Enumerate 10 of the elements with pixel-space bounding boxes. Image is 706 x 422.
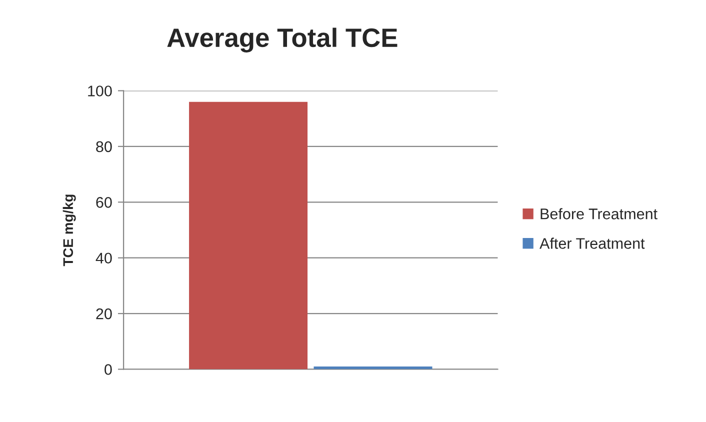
y-tick-label: 40 [96,252,112,264]
legend-label: After Treatment [540,238,645,249]
y-tick-label: 20 [96,308,112,320]
y-axis-title: TCE mg/kg [62,194,76,266]
y-tick-label: 60 [96,197,112,208]
legend-label: Before Treatment [540,208,658,220]
y-tick-label: 0 [104,364,112,375]
y-tick-label: 80 [96,141,112,152]
y-tick-label: 100 [88,86,112,96]
chart-title: Average Total TCE [167,28,398,52]
